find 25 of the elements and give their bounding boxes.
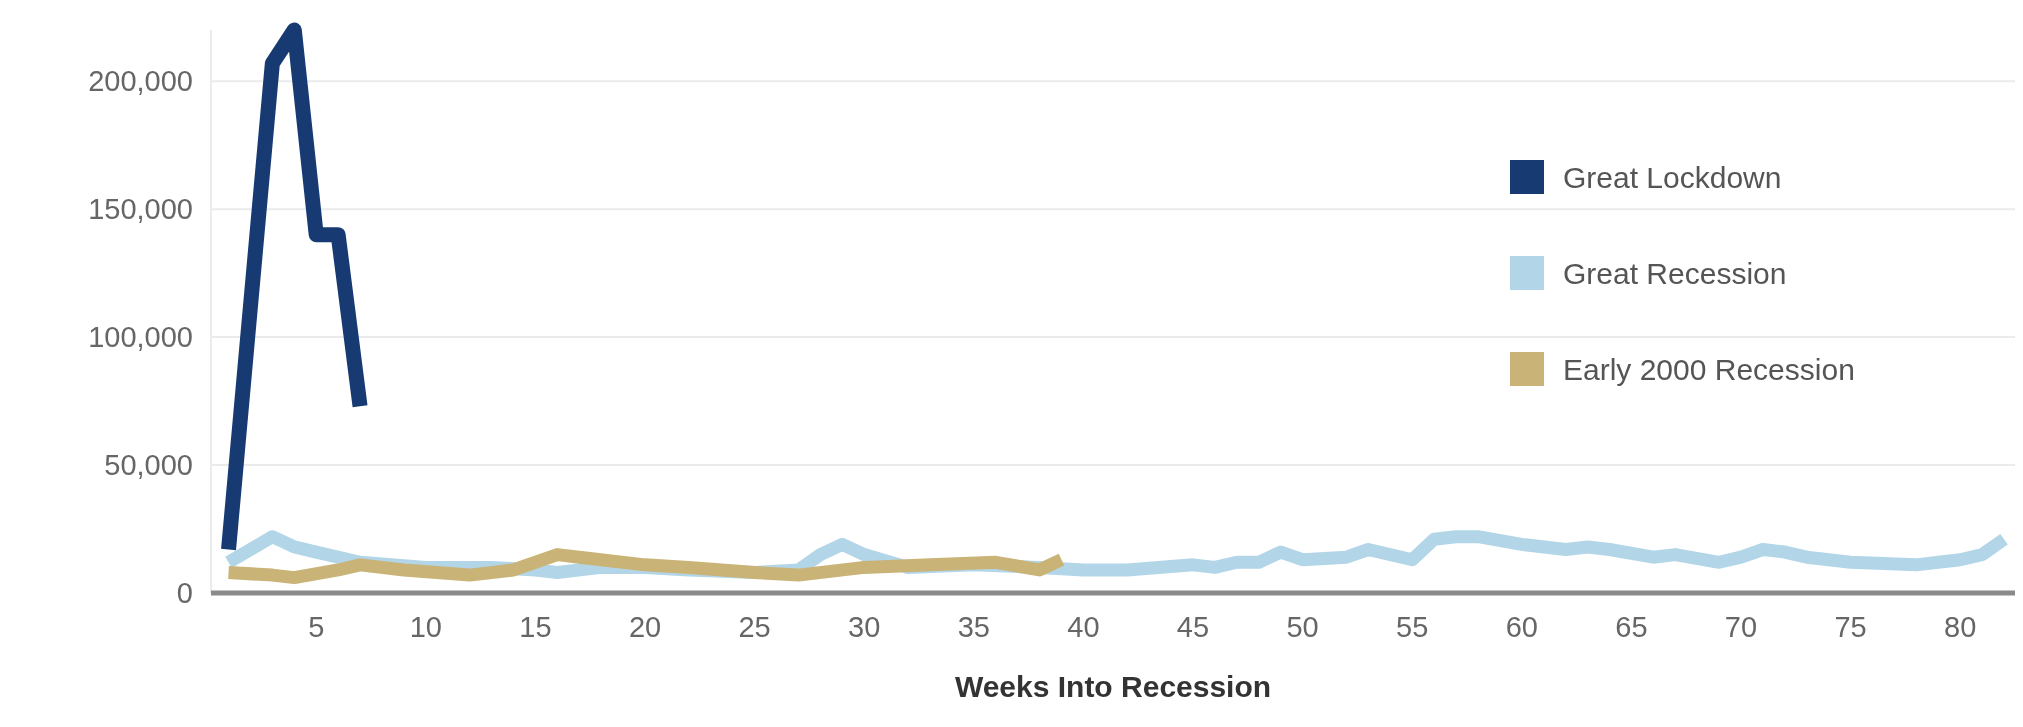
y-tick-label: 0 bbox=[176, 577, 193, 610]
x-tick-label: 80 bbox=[1944, 611, 1977, 643]
x-tick-label: 40 bbox=[1067, 611, 1100, 643]
x-tick-label: 25 bbox=[738, 611, 771, 643]
x-tick-label: 60 bbox=[1505, 611, 1538, 643]
legend-label: Early 2000 Recession bbox=[1563, 352, 1855, 386]
x-tick-label: 20 bbox=[628, 611, 662, 643]
legend-label: Great Lockdown bbox=[1563, 160, 1782, 194]
y-tick-label: 150,000 bbox=[88, 193, 193, 226]
x-tick-label: 75 bbox=[1834, 611, 1867, 643]
x-tick-label: 30 bbox=[848, 611, 881, 643]
x-tick-label: 50 bbox=[1286, 611, 1319, 643]
x-tick-label: 10 bbox=[409, 611, 442, 643]
x-axis-title: Weeks Into Recession bbox=[954, 670, 1272, 703]
x-tick-label: 65 bbox=[1615, 611, 1648, 643]
x-tick-label: 55 bbox=[1396, 611, 1429, 643]
x-tick-label: 35 bbox=[957, 611, 990, 643]
x-tick-label: 70 bbox=[1724, 611, 1758, 643]
x-tick-label: 45 bbox=[1176, 611, 1210, 643]
x-tick-label: 5 bbox=[308, 611, 325, 643]
x-tick-label: 15 bbox=[519, 611, 552, 643]
y-tick-label: 100,000 bbox=[88, 321, 193, 354]
y-tick-label: 50,000 bbox=[104, 449, 193, 482]
y-tick-label: 200,000 bbox=[88, 65, 193, 98]
legend-label: Great Recession bbox=[1563, 256, 1787, 290]
